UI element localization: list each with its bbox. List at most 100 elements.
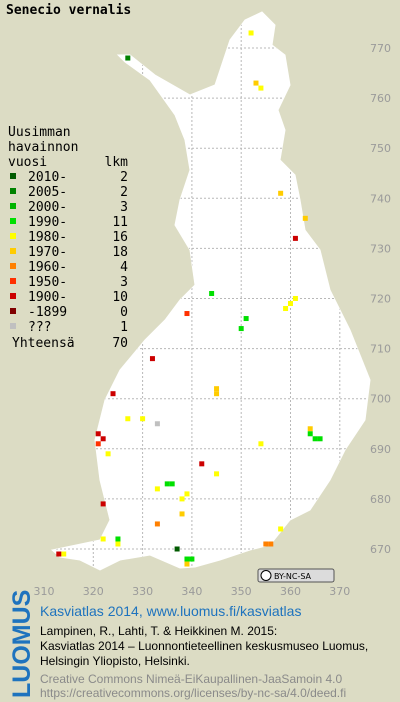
- record-square: [100, 436, 106, 442]
- license: Creative Commons Nimeä-EiKaupallinen-Jaa…: [40, 672, 342, 686]
- record-square: [209, 290, 215, 296]
- record-square: [278, 526, 284, 532]
- legend-swatch: [10, 203, 16, 209]
- x-tick-label: 330: [132, 585, 153, 598]
- record-square: [248, 30, 254, 36]
- footer: LUOMUS Kasviatlas 2014, www.luomus.fi/ka…: [8, 590, 368, 700]
- record-square: [105, 451, 111, 457]
- legend-swatch: [10, 218, 16, 224]
- citation: Kasviatlas 2014 – Luonnontieteellinen ke…: [40, 639, 368, 653]
- record-square: [307, 426, 313, 432]
- record-square: [95, 431, 101, 437]
- record-square: [189, 556, 195, 562]
- badge-text: BY-NC-SA: [274, 572, 312, 581]
- record-square: [302, 215, 308, 221]
- x-tick-label: 320: [83, 585, 104, 598]
- badge-frame: [257, 568, 335, 583]
- legend-swatch: [10, 308, 16, 314]
- y-tick-label: 720: [370, 293, 391, 306]
- title: Senecio vernalis: [6, 3, 131, 18]
- headline: Kasviatlas 2014, www.luomus.fi/kasviatla…: [40, 603, 301, 619]
- legend-count-heading: lkm: [105, 155, 129, 170]
- legend-label: 1980-: [28, 230, 67, 245]
- legend-count: 3: [120, 275, 128, 290]
- records: [56, 30, 323, 567]
- record-square: [174, 546, 180, 552]
- record-square: [125, 55, 131, 61]
- y-tick-label: 680: [370, 493, 391, 506]
- y-tick-label: 670: [370, 543, 391, 556]
- legend-label: 1900-: [28, 290, 67, 305]
- record-square: [263, 541, 269, 547]
- legend-count: 10: [112, 290, 128, 305]
- legend-count: 18: [112, 245, 128, 260]
- record-square: [154, 421, 160, 427]
- record-square: [61, 551, 67, 557]
- legend-label: ???: [28, 320, 51, 335]
- record-square: [95, 441, 101, 447]
- legend-swatch: [10, 263, 16, 269]
- legend-swatch: [10, 278, 16, 284]
- record-square: [184, 311, 190, 317]
- legend-swatch: [10, 293, 16, 299]
- record-square: [199, 461, 205, 467]
- record-square: [154, 486, 160, 492]
- record-square: [243, 316, 249, 322]
- legend-label: 1960-: [28, 260, 67, 275]
- legend-label: 1970-: [28, 245, 67, 260]
- record-square: [312, 436, 318, 442]
- record-square: [214, 471, 220, 477]
- legend-swatch: [10, 248, 16, 254]
- legend-count: 4: [120, 260, 128, 275]
- license: https://creativecommons.org/licenses/by-…: [40, 686, 346, 700]
- y-tick-label: 750: [370, 142, 391, 155]
- record-square: [184, 491, 190, 497]
- x-tick-label: 370: [329, 585, 350, 598]
- legend-swatch: [10, 173, 16, 179]
- record-square: [125, 416, 131, 422]
- legend-count: 2: [120, 170, 128, 185]
- record-square: [100, 501, 106, 507]
- record-square: [253, 80, 259, 86]
- record-square: [307, 431, 313, 437]
- citation: Helsingin Yliopisto, Helsinki.: [40, 654, 190, 668]
- legend-label: 2005-: [28, 185, 67, 200]
- record-square: [184, 561, 190, 567]
- x-tick-label: 340: [181, 585, 202, 598]
- legend-count: 16: [112, 230, 128, 245]
- legend-heading: Uusimman: [8, 125, 71, 140]
- legend-heading: vuosi: [8, 155, 47, 170]
- record-square: [179, 511, 185, 517]
- x-tick-label: 310: [34, 585, 55, 598]
- record-square: [292, 296, 298, 301]
- record-square: [258, 85, 264, 91]
- record-square: [288, 301, 293, 307]
- legend-total-label: Yhteensä: [12, 336, 75, 351]
- y-tick-label: 760: [370, 92, 391, 105]
- record-square: [283, 306, 289, 312]
- legend-label: 1990-: [28, 215, 67, 230]
- legend-label: -1899: [28, 305, 67, 320]
- record-square: [268, 541, 274, 547]
- logo: LUOMUS: [8, 590, 36, 698]
- legend-count: 1: [120, 320, 128, 335]
- legend-label: 2010-: [28, 170, 67, 185]
- legend-count: 2: [120, 185, 128, 200]
- record-square: [169, 481, 175, 487]
- record-square: [154, 521, 160, 527]
- y-tick-label: 690: [370, 443, 391, 456]
- legend: Uusimman havainnon vuosi lkm Yhteensä 70…: [8, 125, 128, 351]
- record-square: [292, 235, 298, 241]
- legend-swatch: [10, 323, 16, 329]
- record-square: [100, 536, 106, 542]
- citation: Lampinen, R., Lahti, T. & Heikkinen M. 2…: [40, 624, 277, 638]
- legend-heading: havainnon: [8, 140, 78, 155]
- record-square: [164, 481, 170, 487]
- record-square: [115, 541, 121, 547]
- legend-swatch: [10, 233, 16, 239]
- record-square: [110, 391, 116, 397]
- y-tick-label: 710: [370, 343, 391, 356]
- legend-count: 11: [112, 215, 128, 230]
- record-square: [184, 556, 190, 562]
